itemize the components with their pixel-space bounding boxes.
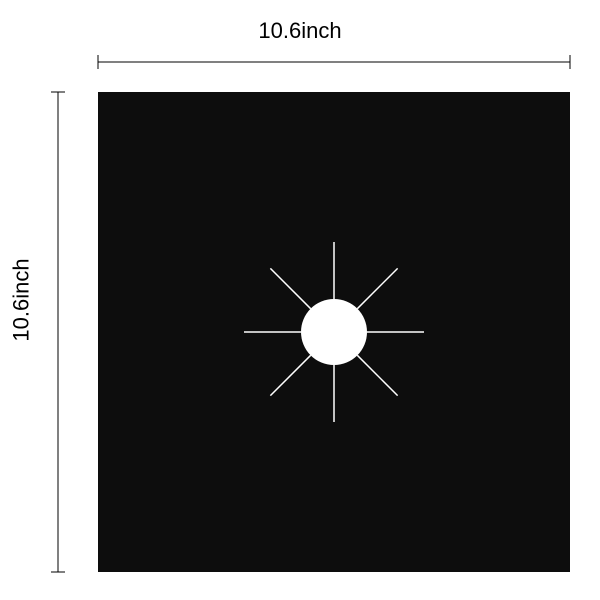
center-hole [301, 299, 367, 365]
diagram-canvas: 10.6inch 10.6inch [0, 0, 600, 600]
diagram-svg [0, 0, 600, 600]
